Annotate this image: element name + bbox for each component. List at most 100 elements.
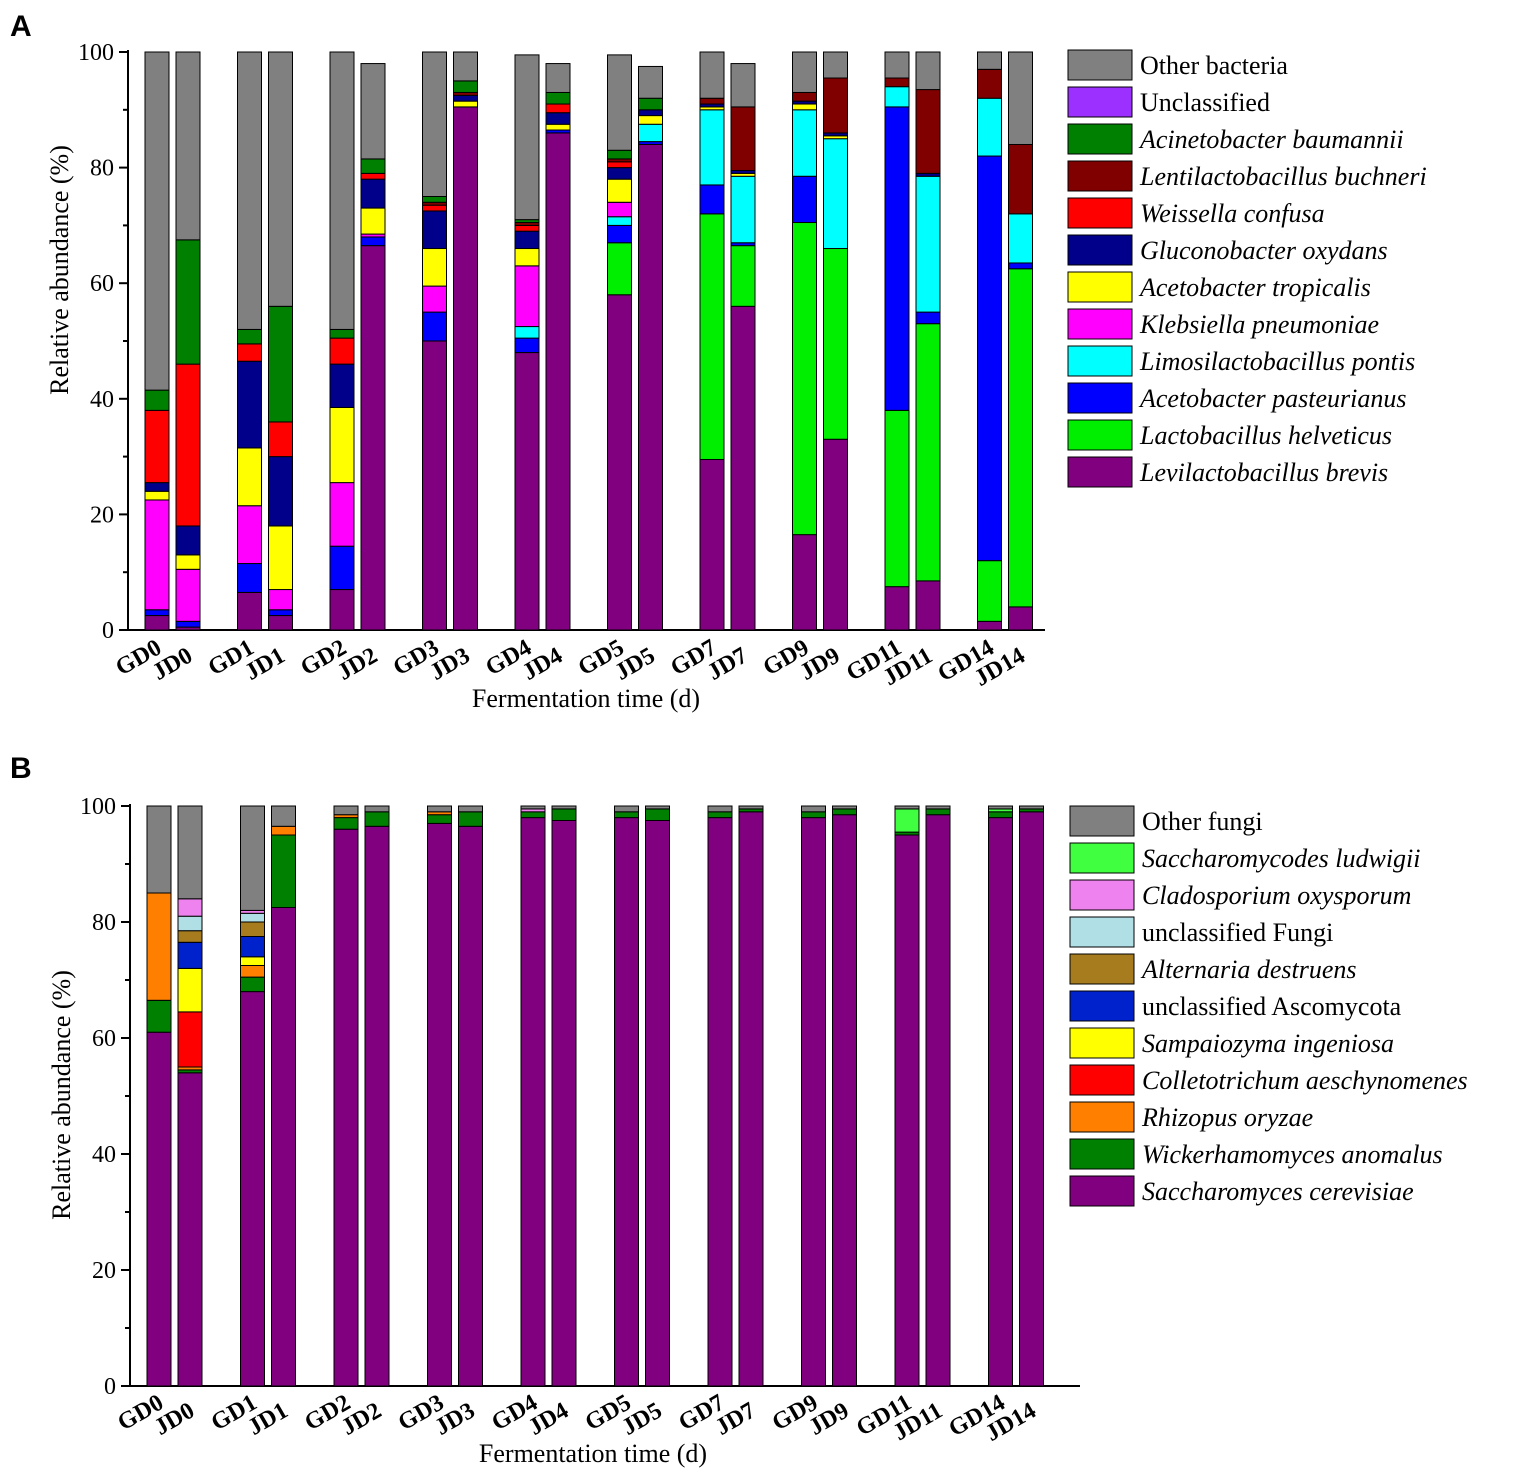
bar-segment [645, 808, 670, 822]
bar-segment [520, 811, 546, 819]
bar-segment [551, 808, 577, 822]
y-tick-label: 60 [92, 1026, 116, 1052]
bar-segment [144, 490, 170, 501]
bar-segment [699, 184, 725, 215]
panel-letter: B [10, 752, 32, 785]
y-tick-label: 80 [92, 910, 116, 936]
bar-segment [271, 907, 296, 1387]
bar-segment [240, 965, 265, 978]
bar-segment [514, 265, 540, 328]
legend-swatch [1069, 1064, 1135, 1096]
bar-segment [915, 175, 941, 313]
bar-segment [333, 828, 359, 1387]
bar-segment [175, 51, 201, 241]
bar-segment [925, 814, 951, 1387]
bar-segment [925, 805, 951, 810]
legend-label: Colletotrichum aeschynomenes [1142, 1066, 1468, 1095]
bar-segment [977, 560, 1002, 622]
bar-segment [144, 609, 170, 617]
bar-segment [1019, 805, 1044, 810]
y-tick-label: 100 [78, 40, 114, 66]
bar-segment [333, 817, 359, 830]
bar-segment [988, 811, 1013, 819]
bar-segment [453, 106, 478, 631]
bar-segment [360, 207, 386, 235]
legend-label: Klebsiella pneumoniae [1139, 310, 1379, 339]
bar-segment [545, 63, 571, 93]
bar-segment [177, 967, 203, 1013]
bar-segment [144, 482, 170, 492]
bar-segment [329, 482, 355, 547]
bar-segment [177, 915, 203, 932]
bar-segment [458, 811, 483, 827]
bar-segment [545, 132, 571, 631]
bar-segment [360, 63, 386, 160]
bar-segment [329, 328, 355, 339]
bar-segment [360, 245, 386, 631]
bar-segment [240, 976, 265, 993]
bar-segment [545, 103, 571, 114]
bar-segment [894, 834, 920, 1387]
bar-segment [699, 109, 725, 186]
bar-segment [240, 991, 265, 1387]
bar-segment [792, 222, 817, 536]
bar-segment [268, 589, 293, 611]
bar-segment [977, 97, 1002, 157]
legend-swatch [1067, 271, 1133, 303]
bar-segment [792, 109, 817, 177]
legend-b: Other fungi Saccharomycodes ludwigii Clado… [1069, 805, 1468, 1207]
bar-segment [520, 817, 546, 1387]
legend-label: Cladosporium oxysporum [1142, 881, 1411, 910]
bar-segment [707, 805, 733, 813]
legend-label: Saccharomycodes ludwigii [1142, 844, 1420, 873]
bar-segment [514, 224, 540, 232]
x-axis-title: Fermentation time (d) [479, 1439, 707, 1468]
bar-segment [329, 406, 355, 484]
bar-segment [177, 941, 203, 969]
bar-segment [551, 820, 577, 1387]
bar-segment [237, 343, 262, 362]
bar-segment [177, 930, 203, 943]
bar-segment [801, 805, 826, 813]
bar-segment [823, 248, 848, 440]
bar-segment [329, 545, 355, 591]
legend-label: unclassified Fungi [1142, 918, 1333, 947]
legend-label: Limosilactobacillus pontis [1139, 347, 1415, 376]
bar-segment [458, 805, 483, 813]
bar-segment [607, 161, 632, 169]
bar-segment [638, 123, 663, 143]
bar-segment [271, 805, 296, 827]
bar-segment [453, 51, 478, 82]
bar-segment [514, 326, 540, 339]
bar-segment [915, 51, 941, 91]
legend-swatch [1069, 805, 1135, 837]
legend-label: Saccharomyces cerevisiae [1142, 1177, 1414, 1206]
legend-label: Acinetobacter baumannii [1138, 125, 1404, 154]
bar-segment [730, 106, 756, 171]
bar-segment [792, 91, 817, 102]
bar-segment [884, 586, 910, 631]
legend-swatch [1067, 160, 1133, 192]
bar-segment [453, 94, 478, 102]
legend-label: Acetobacter tropicalis [1138, 273, 1371, 302]
legend-label: Sampaiozyma ingeniosa [1142, 1029, 1394, 1058]
bar-segment [1008, 262, 1033, 270]
y-tick-label: 20 [90, 502, 114, 528]
bar-segment [146, 805, 172, 894]
bar-segment [329, 51, 355, 330]
bar-segment [360, 158, 386, 174]
bar-segment [237, 360, 262, 449]
y-tick-label: 60 [90, 271, 114, 297]
y-tick-label: 0 [102, 618, 114, 644]
bar-segment [427, 822, 452, 1387]
bar-segment [175, 554, 201, 570]
bar-segment [237, 505, 262, 565]
bar-segment [177, 805, 203, 900]
bar-segment [177, 1011, 203, 1068]
legend-swatch [1069, 990, 1135, 1022]
legend-swatch [1067, 382, 1133, 414]
legend-label: Alternaria destruens [1140, 955, 1357, 984]
